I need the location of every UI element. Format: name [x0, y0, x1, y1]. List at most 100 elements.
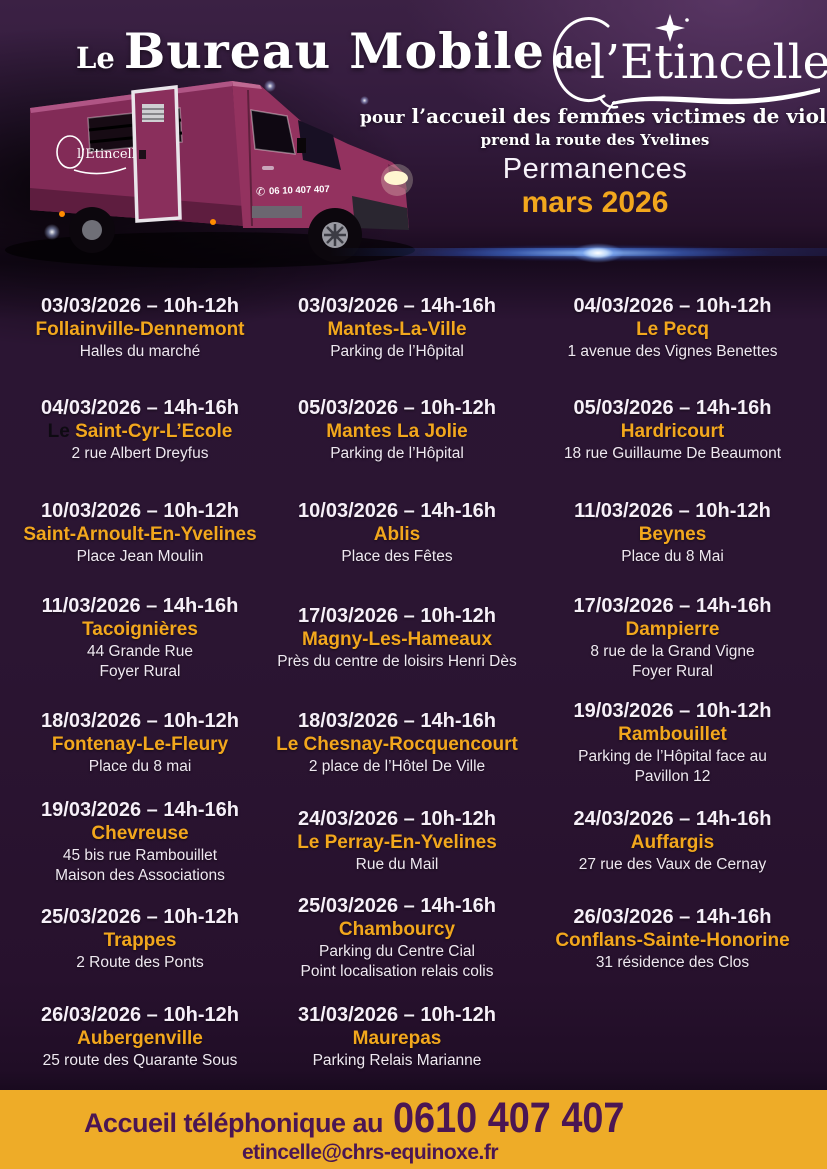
schedule-entry: 19/03/2026 – 14h-16h Chevreuse 45 bis rue …: [8, 799, 272, 886]
entry-address: 18 rue Guillaume De Beaumont: [563, 445, 782, 462]
van-illustration: l’Etincelle ✆ 06 10 407 407: [5, 81, 415, 268]
schedule-entry: 05/03/2026 – 14h-16h Hardricourt 18 rue Gu…: [541, 397, 804, 464]
schedule-grid: 03/03/2026 – 10h-12h Follainville-Dennemo…: [8, 0, 804, 1090]
entry-datetime: 24/03/2026 – 10h-12h: [298, 808, 496, 830]
route-line: prend la route des Yvelines: [480, 131, 710, 149]
schedule-entry: 11/03/2026 – 14h-16h Tacoignières 44 Grand…: [8, 595, 272, 682]
entry-city: Chambourcy: [338, 919, 456, 940]
schedule-entry: 18/03/2026 – 10h-12h Fontenay-Le-Fleury Pl…: [8, 710, 272, 777]
entry-datetime: 26/03/2026 – 14h-16h: [573, 906, 772, 928]
entry-datetime: 11/03/2026 – 10h-12h: [574, 500, 771, 522]
entry-datetime: 03/03/2026 – 10h-12h: [41, 295, 239, 317]
etincelle-logo: l’Etincelle: [552, 14, 827, 115]
footer-label: Accueil téléphonique au: [83, 1108, 384, 1138]
entry-city: Magny-Les-Hameaux: [301, 629, 493, 650]
entry-address: 2 rue Albert Dreyfus: [71, 445, 209, 462]
entry-datetime: 10/03/2026 – 10h-12h: [41, 500, 239, 522]
schedule-entry: 03/03/2026 – 14h-16h Mantes-La-Ville Parki…: [266, 295, 528, 362]
entry-datetime: 19/03/2026 – 10h-12h: [573, 700, 772, 722]
entry-city: Maurepas: [352, 1028, 442, 1049]
entry-address: 31 résidence des Clos: [595, 954, 750, 971]
van-phone-number: 06 10 407 407: [269, 184, 330, 197]
entry-datetime: 25/03/2026 – 10h-12h: [41, 906, 239, 928]
entry-city: Chevreuse: [91, 823, 189, 844]
van-logo: l’Etincelle: [56, 135, 144, 175]
title-de: de: [553, 41, 593, 75]
footer-contact: Accueil téléphonique au 0610 407 407 eti…: [0, 1090, 740, 1169]
entry-city-prefix: Le: [47, 421, 76, 442]
entry-datetime: 25/03/2026 – 14h-16h: [298, 895, 496, 917]
schedule-entry: 10/03/2026 – 14h-16h Ablis Place des Fêtes: [266, 500, 528, 567]
entry-address: Point localisation relais colis: [300, 963, 494, 980]
logo-text: l’Etincelle: [590, 35, 827, 90]
tagline-text: l’accueil des femmes victimes de violenc…: [411, 104, 827, 128]
footer-phone-number: 0610 407 407: [393, 1094, 625, 1142]
entry-address: Parking de l’Hôpital face au: [578, 748, 767, 765]
title-le: Le: [76, 41, 115, 75]
entry-datetime: 11/03/2026 – 14h-16h: [41, 595, 239, 617]
entry-address: 2 place de l’Hôtel De Ville: [308, 758, 486, 775]
permanences-heading: Permanences: [502, 153, 688, 185]
van-logo-text: l’Etincelle: [77, 147, 144, 162]
entry-city: Hardricourt: [620, 421, 725, 442]
entry-address: 2 Route des Ponts: [76, 954, 204, 971]
tagline: pour l’accueil des femmes victimes de vi…: [360, 104, 827, 128]
entry-address: Foyer Rural: [632, 663, 713, 680]
schedule-entry: 25/03/2026 – 10h-12h Trappes 2 Route des P…: [8, 906, 272, 973]
entry-address: 25 route des Quarante Sous: [42, 1052, 238, 1069]
schedule-column-2: 03/03/2026 – 14h-16h Mantes-La-Ville Parki…: [266, 0, 528, 1090]
schedule-entry: 11/03/2026 – 10h-12h Beynes Place du 8 Mai: [541, 500, 804, 567]
tagline-lead: pour: [360, 108, 405, 128]
page-title: Le Bureau Mobile de: [76, 22, 593, 80]
entry-city: Follainville-Dennemont: [35, 319, 245, 340]
schedule-entry: 04/03/2026 – 10h-12h Le Pecq 1 avenue des …: [541, 295, 804, 362]
entry-city: Le Perray-En-Yvelines: [297, 832, 497, 853]
entry-city: Le Pecq: [636, 319, 709, 340]
entry-datetime: 04/03/2026 – 10h-12h: [573, 295, 772, 317]
entry-datetime: 31/03/2026 – 10h-12h: [298, 1004, 496, 1026]
schedule-column-1: 03/03/2026 – 10h-12h Follainville-Dennemo…: [8, 0, 272, 1090]
schedule-entry: 03/03/2026 – 10h-12h Follainville-Dennemo…: [8, 295, 272, 362]
schedule-entry: 04/03/2026 – 14h-16h Le Saint-Cyr-L’Ecole…: [8, 397, 272, 464]
entry-city: Tacoignières: [82, 619, 198, 640]
entry-address: Parking de l’Hôpital: [330, 343, 464, 360]
title-main: Bureau Mobile: [123, 22, 545, 80]
entry-city: Beynes: [638, 524, 707, 545]
entry-address: 45 bis rue Rambouillet: [62, 847, 218, 864]
entry-address: Près du centre de loisirs Henri Dès: [277, 653, 517, 670]
entry-address: Halles du marché: [79, 343, 201, 360]
entry-datetime: 18/03/2026 – 10h-12h: [41, 710, 239, 732]
entry-address: Parking de l’Hôpital: [330, 445, 464, 462]
entry-city: Conflans-Sainte-Honorine: [555, 930, 790, 951]
van-phone: ✆ 06 10 407 407: [256, 184, 330, 199]
schedule-entry: 19/03/2026 – 10h-12h Rambouillet Parking d…: [541, 700, 804, 787]
entry-datetime: 26/03/2026 – 10h-12h: [41, 1004, 239, 1026]
footer-bar: Accueil téléphonique au 0610 407 407 eti…: [0, 1090, 827, 1169]
entry-address: Parking du Centre Cial: [319, 943, 475, 960]
schedule-entry: 25/03/2026 – 14h-16h Chambourcy Parking du…: [266, 895, 528, 982]
entry-address: Place des Fêtes: [341, 548, 453, 565]
entry-city: Le Chesnay-Rocquencourt: [276, 734, 518, 755]
entry-datetime: 17/03/2026 – 14h-16h: [573, 595, 772, 617]
entry-city: Saint-Arnoult-En-Yvelines: [23, 524, 257, 545]
schedule-entry: 24/03/2026 – 10h-12h Le Perray-En-Yveline…: [266, 808, 528, 875]
entry-address: Foyer Rural: [99, 663, 181, 680]
entry-city: Mantes-La-Ville: [327, 319, 467, 340]
entry-address: Parking Relais Marianne: [312, 1052, 482, 1069]
entry-address: 27 rue des Vaux de Cernay: [578, 856, 767, 873]
month-heading: mars 2026: [521, 186, 669, 219]
entry-address: Maison des Associations: [55, 867, 225, 884]
entry-address: 8 rue de la Grand Vigne: [590, 643, 755, 660]
entry-city: Fontenay-Le-Fleury: [51, 734, 229, 755]
entry-address: Place du 8 Mai: [621, 548, 724, 565]
entry-city: Rambouillet: [618, 724, 727, 745]
schedule-column-3: 04/03/2026 – 10h-12h Le Pecq 1 avenue des …: [541, 0, 804, 1090]
schedule-entry: 10/03/2026 – 10h-12h Saint-Arnoult-En-Yve…: [8, 500, 272, 567]
entry-city: Auffargis: [630, 832, 715, 853]
entry-datetime: 18/03/2026 – 14h-16h: [298, 710, 496, 732]
entry-address: 1 avenue des Vignes Benettes: [567, 343, 778, 360]
entry-address: Rue du Mail: [355, 856, 439, 873]
schedule-entry: 24/03/2026 – 14h-16h Auffargis 27 rue des …: [541, 808, 804, 875]
schedule-entry: 05/03/2026 – 10h-12h Mantes La Jolie Parki…: [266, 397, 528, 464]
schedule-entry: 26/03/2026 – 14h-16h Conflans-Sainte-Hono…: [541, 906, 804, 973]
